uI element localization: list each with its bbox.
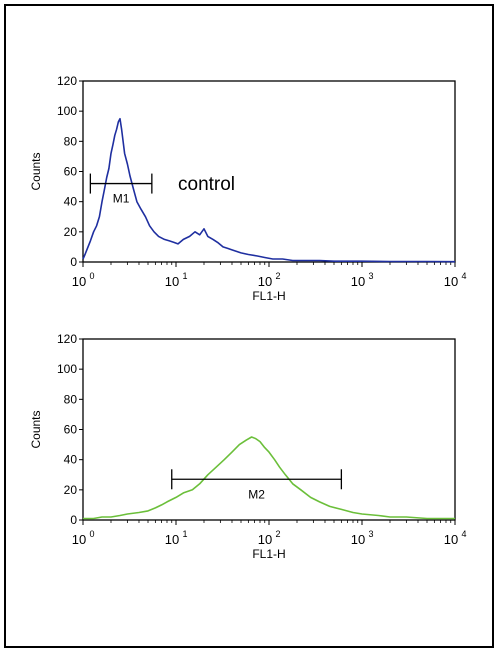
y-tick-label: 80	[64, 392, 78, 406]
x-tick-exponent: 1	[182, 271, 187, 281]
y-tick-label: 100	[57, 362, 77, 376]
marker-label: M1	[113, 192, 130, 206]
x-axis-title: FL1-H	[252, 289, 285, 303]
y-axis-title: Counts	[29, 152, 43, 190]
plot-area	[82, 338, 456, 521]
x-tick-label: 10	[351, 274, 365, 289]
x-tick-exponent: 3	[368, 529, 373, 539]
x-tick-exponent: 0	[89, 271, 94, 281]
y-tick-label: 0	[70, 513, 77, 527]
x-tick-exponent: 0	[89, 529, 94, 539]
x-tick-label: 10	[351, 532, 365, 547]
y-tick-label: 120	[57, 74, 77, 88]
x-tick-label: 10	[444, 532, 458, 547]
x-tick-label: 10	[258, 274, 272, 289]
annotation-control: control	[178, 174, 235, 195]
y-tick-label: 20	[64, 483, 78, 497]
y-tick-label: 40	[64, 195, 78, 209]
x-tick-label: 10	[165, 532, 179, 547]
figure-frame	[4, 4, 494, 648]
y-tick-label: 120	[57, 332, 77, 346]
y-tick-label: 60	[64, 165, 78, 179]
y-tick-label: 100	[57, 104, 77, 118]
y-tick-label: 80	[64, 134, 78, 148]
plot-area	[82, 80, 456, 263]
x-tick-exponent: 3	[368, 271, 373, 281]
y-tick-label: 60	[64, 423, 78, 437]
histogram-series-1	[83, 436, 455, 520]
x-tick-exponent: 4	[461, 529, 466, 539]
x-tick-exponent: 1	[182, 529, 187, 539]
x-tick-label: 10	[165, 274, 179, 289]
marker-label: M2	[248, 487, 265, 501]
x-tick-exponent: 2	[275, 529, 280, 539]
x-tick-label: 10	[72, 274, 86, 289]
y-axis-title: Counts	[29, 410, 43, 448]
y-tick-label: 20	[64, 225, 78, 239]
x-tick-label: 10	[444, 274, 458, 289]
y-tick-label: 40	[64, 453, 78, 467]
x-tick-exponent: 4	[461, 271, 466, 281]
y-tick-label: 0	[70, 255, 77, 269]
x-tick-label: 10	[258, 532, 272, 547]
histogram-series-1	[82, 117, 456, 263]
x-axis-title: FL1-H	[252, 547, 285, 561]
x-tick-label: 10	[72, 532, 86, 547]
x-tick-exponent: 2	[275, 271, 280, 281]
